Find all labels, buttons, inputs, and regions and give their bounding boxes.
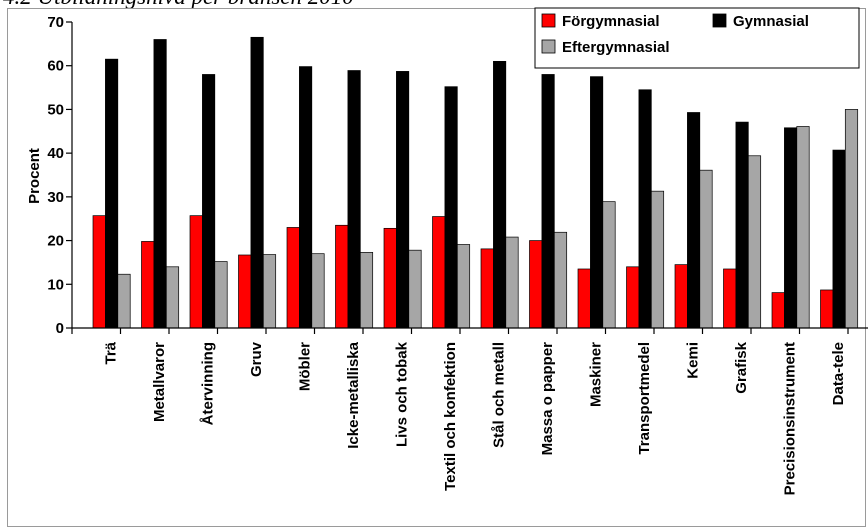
- bar-gymnasial: [153, 39, 167, 329]
- bar-gymnasial: [347, 70, 361, 329]
- bar-gymnasial: [299, 66, 313, 329]
- bar-gymnasial: [444, 86, 458, 329]
- bar-förgymnasial: [141, 241, 155, 329]
- bar-eftergymnasial: [408, 249, 422, 329]
- bar-förgymnasial: [238, 254, 252, 329]
- category-label: Trä: [103, 341, 120, 364]
- bar-förgymnasial: [723, 268, 737, 329]
- bar-förgymnasial: [480, 248, 494, 329]
- category-label: Data-tele: [830, 342, 847, 405]
- y-tick-label: 40: [47, 145, 64, 162]
- bar-gymnasial: [832, 149, 846, 329]
- bar-gymnasial: [638, 89, 652, 329]
- bar-förgymnasial: [189, 215, 203, 329]
- bar-gymnasial: [541, 74, 555, 329]
- bar-eftergymnasial: [602, 201, 616, 329]
- bar-förgymnasial: [92, 215, 106, 329]
- bar-eftergymnasial: [699, 169, 713, 329]
- category-label: Metallvaror: [151, 342, 168, 422]
- bar-förgymnasial: [529, 240, 543, 329]
- category-label: Stål och metall: [491, 342, 508, 448]
- bar-gymnasial: [396, 71, 410, 329]
- bar-eftergymnasial: [262, 254, 277, 329]
- category-label: Massa o papper: [539, 342, 556, 456]
- bar-förgymnasial: [383, 227, 397, 329]
- bar-gymnasial: [590, 76, 604, 329]
- bar-förgymnasial: [771, 292, 785, 329]
- bar-eftergymnasial: [359, 252, 374, 329]
- legend-label: Förgymnasial: [562, 13, 660, 30]
- y-tick-label: 20: [47, 233, 64, 250]
- category-label: Återvinning: [200, 342, 217, 425]
- category-label: Textil och konfektion: [442, 342, 459, 491]
- legend: Förgymnasial Gymnasial Eftergymnasial: [534, 7, 860, 69]
- bar-förgymnasial: [577, 268, 591, 329]
- bar-eftergymnasial: [553, 231, 568, 329]
- category-label: Precisionsinstrument: [782, 342, 799, 495]
- y-tick-label: 0: [56, 320, 64, 337]
- x-axis: Trä Metallvaror Återvinning Gruv Möbler Icke-…: [71, 327, 868, 495]
- bar-gymnasial: [250, 36, 264, 329]
- bar-förgymnasial: [432, 216, 446, 329]
- y-tick-label: 60: [47, 58, 64, 75]
- y-tick-label: 10: [47, 276, 64, 293]
- category-label: Kemi: [685, 342, 702, 379]
- category-label: Möbler: [297, 342, 314, 391]
- legend-label: Gymnasial: [733, 13, 809, 30]
- legend-swatch: [541, 39, 556, 54]
- y-axis: 0 10 20 30 40 50 60 70: [47, 14, 73, 337]
- bars: [92, 36, 859, 329]
- bar-förgymnasial: [335, 224, 349, 329]
- bar-eftergymnasial: [844, 109, 859, 329]
- legend-box: [534, 7, 860, 69]
- bar-förgymnasial: [626, 266, 640, 329]
- legend-swatch: [541, 13, 556, 28]
- bar-eftergymnasial: [456, 244, 471, 329]
- y-tick-label: 30: [47, 189, 64, 206]
- y-tick-label: 50: [47, 101, 64, 118]
- bar-eftergymnasial: [747, 155, 762, 329]
- bar-förgymnasial: [286, 227, 300, 329]
- bar-eftergymnasial: [214, 261, 228, 329]
- bar-gymnasial: [202, 74, 216, 329]
- bar-eftergymnasial: [796, 126, 810, 329]
- bar-gymnasial: [784, 127, 798, 329]
- bar-gymnasial: [687, 112, 701, 329]
- category-label: Grafisk: [733, 341, 750, 393]
- y-axis-title: Procent: [26, 148, 43, 204]
- bar-förgymnasial: [674, 264, 688, 329]
- bar-eftergymnasial: [165, 266, 180, 329]
- legend-label: Eftergymnasial: [562, 39, 670, 56]
- category-label: Transportmedel: [636, 342, 653, 455]
- bar-eftergymnasial: [311, 253, 325, 329]
- page-title: 4.2 Utbildningsnivå per bransch 2010: [3, 0, 354, 10]
- category-label: Icke-metalliska: [345, 341, 362, 448]
- legend-swatch: [712, 13, 727, 28]
- bar-gymnasial: [493, 60, 507, 329]
- bar-förgymnasial: [820, 289, 834, 329]
- y-tick-label: 70: [47, 14, 64, 31]
- bar-eftergymnasial: [505, 236, 519, 329]
- category-label: Maskiner: [588, 342, 605, 407]
- bar-gymnasial: [735, 121, 749, 329]
- bar-gymnasial: [105, 58, 119, 329]
- bar-eftergymnasial: [650, 190, 665, 329]
- bar-eftergymnasial: [117, 273, 131, 329]
- category-label: Livs och tobak: [394, 341, 411, 447]
- category-label: Gruv: [248, 341, 265, 377]
